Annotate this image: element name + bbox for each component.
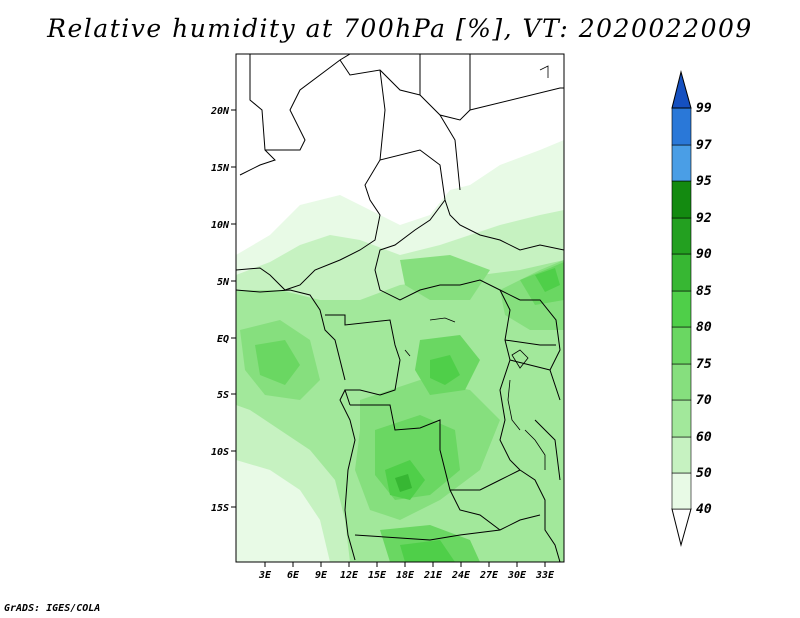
colorbar-segment: [671, 472, 692, 510]
colorbar-label: 99: [696, 101, 712, 116]
colorbar-label: 90: [696, 247, 712, 262]
lat-label: 10S: [211, 447, 229, 458]
colorbar-label: 80: [696, 320, 712, 335]
lon-axis: 3E 6E 9E 12E 15E 18E 21E 24E 27E 30E 33E: [258, 562, 555, 581]
colorbar-label: 97: [696, 138, 712, 153]
colorbar-label: 40: [696, 502, 712, 517]
colorbar-label: 95: [696, 174, 712, 189]
colorbar-label: 50: [696, 466, 712, 481]
lon-label: 15E: [368, 570, 387, 581]
lon-label: 3E: [258, 570, 272, 581]
colorbar-segment: [671, 399, 692, 438]
lon-label: 6E: [287, 570, 300, 581]
colorbar-label: 85: [696, 284, 712, 299]
lat-label: 5N: [217, 277, 230, 288]
lon-label: 12E: [340, 570, 359, 581]
colorbar-segment: [671, 326, 692, 365]
colorbar-segment: [671, 107, 692, 146]
lat-label: EQ: [217, 334, 229, 345]
lat-label: 15N: [211, 163, 230, 174]
map-frame: [235, 53, 565, 563]
humidity-field: [236, 54, 564, 562]
lon-label: 24E: [451, 570, 471, 581]
colorbar: 40 50 60 70 75 80 85 90 92 95 97 99: [671, 70, 712, 547]
lat-label: 10N: [211, 220, 230, 231]
lon-label: 18E: [396, 570, 415, 581]
rh-band-80: [255, 340, 300, 385]
country-borders: [236, 54, 564, 562]
colorbar-label: 92: [696, 211, 712, 226]
lakes-rivers: [404, 65, 549, 470]
colorbar-segment: [671, 144, 692, 182]
chart-title: Relative humidity at 700hPa [%], VT: 202…: [47, 14, 753, 43]
lon-label: 33E: [535, 570, 555, 581]
lon-label: 9E: [315, 570, 328, 581]
rh-band-90: [395, 474, 412, 492]
colorbar-segment: [671, 290, 692, 328]
colorbar-label: 60: [696, 430, 712, 445]
lon-label: 27E: [479, 570, 499, 581]
lat-axis: 20N 15N 10N 5N EQ 5S 10S 15S: [210, 106, 236, 514]
colorbar-segment: [671, 180, 692, 219]
colorbar-bottom-arrow: [671, 508, 692, 547]
colorbar-segment: [671, 253, 692, 292]
lon-label: 30E: [507, 570, 527, 581]
colorbar-top-arrow: [671, 70, 692, 109]
lat-label: 15S: [211, 503, 229, 514]
lon-label: 21E: [423, 570, 443, 581]
colorbar-segment: [671, 217, 692, 255]
colorbar-label: 70: [696, 393, 712, 408]
colorbar-segment: [671, 363, 692, 401]
colorbar-segment: [671, 436, 692, 474]
lat-label: 20N: [210, 106, 230, 117]
grads-credit: GrADS: IGES/COLA: [4, 603, 101, 614]
colorbar-label: 75: [696, 357, 712, 372]
lat-label: 5S: [217, 390, 229, 401]
